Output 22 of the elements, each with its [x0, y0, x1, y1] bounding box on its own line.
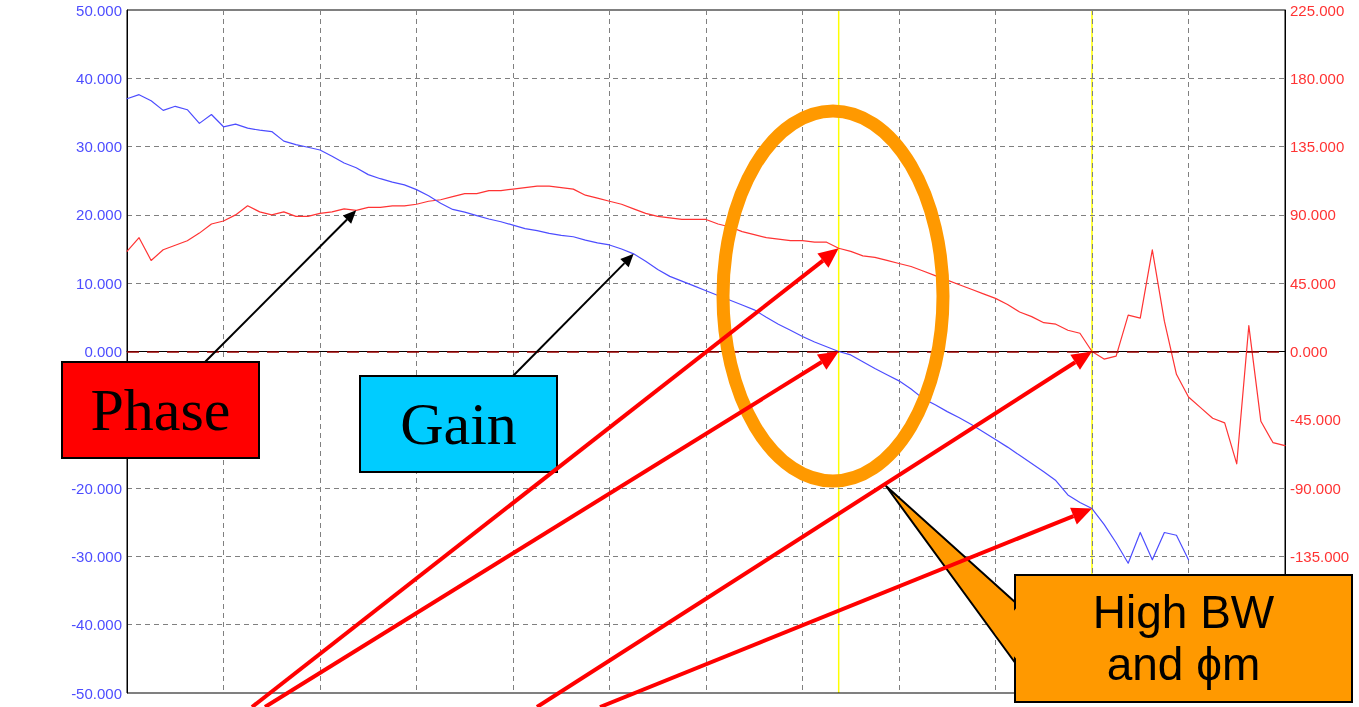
y-tick-label: 40.000 [76, 69, 122, 87]
y2-tick-label: -135.000 [1290, 547, 1350, 565]
y2-tick-label: 225.000 [1290, 1, 1345, 19]
y-tick-label: -40.000 [71, 616, 122, 634]
y-tick-label: 30.000 [76, 138, 122, 156]
y-tick-label: 0.000 [84, 343, 122, 360]
y-tick-label: 50.000 [76, 1, 122, 19]
y2-tick-label: 180.000 [1290, 69, 1345, 87]
y2-tick-label: 90.000 [1290, 206, 1336, 224]
y2-tick-label: -45.000 [1290, 411, 1341, 429]
y2-tick-label: 45.000 [1290, 274, 1336, 292]
y-tick-label: 10.000 [76, 274, 122, 292]
annotation: High BW and ϕm [1091, 585, 1276, 691]
y2-tick-label: 135.000 [1290, 138, 1345, 156]
y-tick-label: 20.000 [76, 206, 122, 224]
y2-tick-label: 0.000 [1290, 343, 1328, 360]
y-tick-label: -20.000 [71, 479, 122, 497]
y-tick-label: -50.000 [71, 684, 122, 702]
text: Phase [90, 377, 231, 443]
y-tick-label: -30.000 [71, 547, 122, 565]
text: Gain [400, 391, 517, 457]
y2-tick-label: -90.000 [1290, 479, 1341, 497]
